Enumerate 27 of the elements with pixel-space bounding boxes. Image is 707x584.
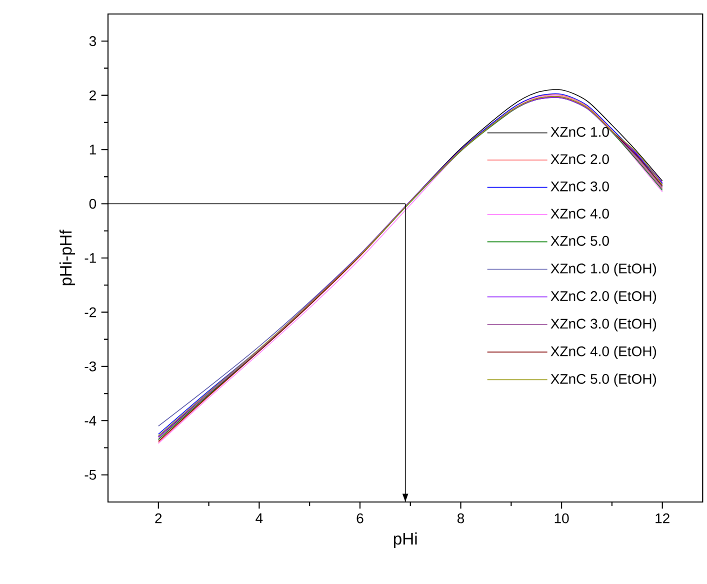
- x-axis-title: pHi: [394, 532, 417, 548]
- x-tick-label: 6: [356, 513, 364, 524]
- legend-label: XZnC 4.0 (EtOH): [550, 346, 656, 360]
- legend-label: XZnC 5.0: [550, 236, 609, 246]
- legend-label: XZnC 2.0: [550, 154, 609, 164]
- y-tick-label: 1: [90, 144, 96, 154]
- y-tick-label: -3: [84, 361, 96, 372]
- x-tick-label: 12: [656, 513, 670, 524]
- y-tick-label: -5: [84, 470, 96, 480]
- x-tick-label: 8: [457, 513, 464, 524]
- x-tick-label: 10: [554, 513, 569, 524]
- legend-label: XZnC 1.0 (EtOH): [550, 263, 656, 276]
- x-tick-label: 4: [256, 513, 263, 523]
- y-tick-label: -4: [84, 416, 96, 426]
- legend-label: XZnC 1.0: [550, 126, 609, 137]
- legend-label: XZnC 3.0: [550, 181, 609, 192]
- legend-label: XZnC 3.0 (EtOH): [550, 318, 656, 332]
- y-tick-label: 3: [89, 36, 96, 46]
- y-tick-label: 2: [90, 90, 96, 100]
- y-axis-title: pHi-pHf: [59, 230, 76, 286]
- legend-label: XZnC 5.0 (EtOH): [550, 374, 656, 387]
- x-tick-label: 2: [155, 513, 162, 524]
- legend-label: XZnC 2.0 (EtOH): [550, 290, 656, 304]
- legend-label: XZnC 4.0: [550, 208, 609, 219]
- y-tick-label: 0: [89, 198, 96, 209]
- y-tick-label: -1: [84, 253, 96, 263]
- y-tick-label: -2: [84, 307, 96, 318]
